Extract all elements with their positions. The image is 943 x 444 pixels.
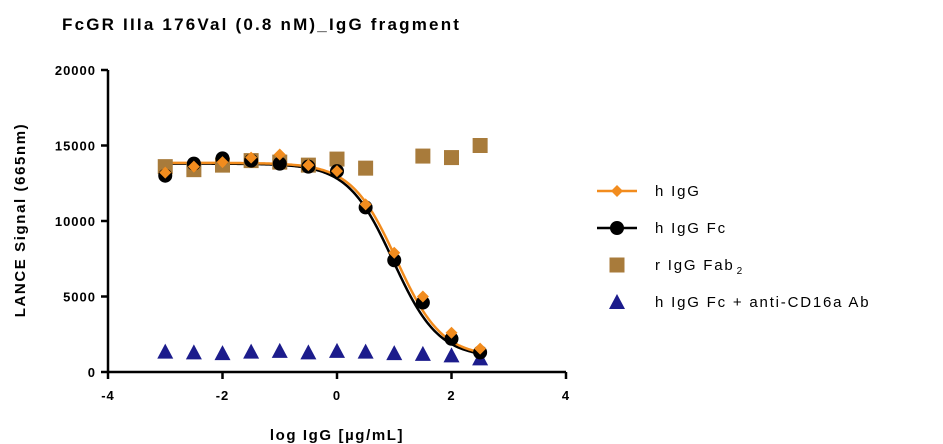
h-igg-point (273, 148, 286, 161)
x-tick-label: 0 (333, 388, 341, 403)
h-igg-fc-anti-cd16a-ab-point (329, 342, 345, 358)
legend-marker (609, 294, 625, 309)
y-tick-label: 5000 (63, 290, 96, 305)
h-igg-point (159, 166, 172, 179)
y-tick-label: 10000 (55, 214, 96, 229)
legend-label: h IgG (655, 183, 701, 200)
h-igg-point (359, 198, 372, 211)
r-igg-fab-point (444, 150, 459, 166)
h-igg-fc-anti-cd16a-ab-series (157, 342, 489, 366)
legend-item: h IgG Fc + anti-CD16a Ab (609, 294, 870, 311)
h-igg-fc-anti-cd16a-ab-point (185, 344, 202, 360)
h-igg-point (445, 326, 458, 339)
y-tick-label: 15000 (55, 139, 96, 154)
legend-label: h IgG Fc + anti-CD16a Ab (655, 294, 870, 311)
data-points (157, 138, 489, 366)
h-igg-point (187, 160, 200, 173)
h-igg-fc-anti-cd16a-ab-point (386, 345, 403, 361)
legend-subscript: 2 (737, 266, 744, 277)
h-igg-fc-anti-cd16a-ab-point (271, 342, 288, 358)
r-igg-fab-point (415, 148, 431, 164)
h-igg-point (331, 165, 343, 178)
x-tick-label: 2 (447, 388, 455, 403)
h-igg-fit-curve (165, 161, 481, 354)
y-tick-label: 20000 (55, 63, 96, 78)
legend-marker (611, 185, 623, 197)
r-igg-fab-point (472, 138, 488, 153)
legend-item: h IgG (597, 183, 701, 200)
h-igg-fc-anti-cd16a-ab-point (243, 343, 260, 359)
legend-marker (610, 221, 624, 235)
legend-item: h IgG Fc (597, 220, 727, 237)
h-igg-point (388, 246, 401, 259)
y-tick-label: 0 (88, 365, 96, 380)
legend: h IgG h IgG Fc r IgG Fab 2 h IgG Fc + anti-C… (597, 183, 870, 311)
h-igg-fc-anti-cd16a-ab-point (357, 343, 374, 359)
legend-label: h IgG Fc (655, 220, 727, 237)
h-igg-fc-anti-cd16a-ab-point (414, 345, 431, 361)
legend-label: r IgG Fab 2 (655, 257, 744, 277)
y-axis-title: LANCE Signal (665nm) (12, 123, 29, 318)
r-igg-fab-point (329, 151, 345, 167)
h-igg-series (159, 148, 487, 355)
h-igg-point (416, 290, 429, 303)
h-igg-point (245, 151, 258, 164)
x-tick-label: -4 (101, 388, 115, 403)
y-axis: 0 5000 10000 15000 20000 (55, 63, 110, 380)
h-igg-fc-anti-cd16a-ab-point (214, 345, 231, 361)
x-tick-label: -2 (216, 388, 230, 403)
h-igg-point (216, 156, 229, 169)
r-igg-fab-point (358, 160, 374, 176)
h-igg-point (302, 159, 315, 172)
fit-curves (165, 161, 481, 355)
x-axis: -4 -2 0 2 4 (101, 370, 570, 403)
plot-area: 0 5000 10000 15000 20000 -4 -2 0 2 4 (55, 63, 570, 403)
h-igg-point (474, 342, 487, 355)
h-igg-fc-anti-cd16a-ab-point (300, 344, 317, 360)
x-tick-label: 4 (562, 388, 570, 403)
legend-marker (609, 257, 625, 273)
h-igg-fc-anti-cd16a-ab-point (157, 343, 174, 359)
h-igg-fc-anti-cd16a-ab-point (443, 347, 460, 363)
legend-item: r IgG Fab 2 (609, 257, 744, 277)
x-axis-title: log IgG [µg/mL] (270, 427, 404, 444)
chart-title: FcGR IIIa 176Val (0.8 nM)_IgG fragment (62, 15, 461, 34)
